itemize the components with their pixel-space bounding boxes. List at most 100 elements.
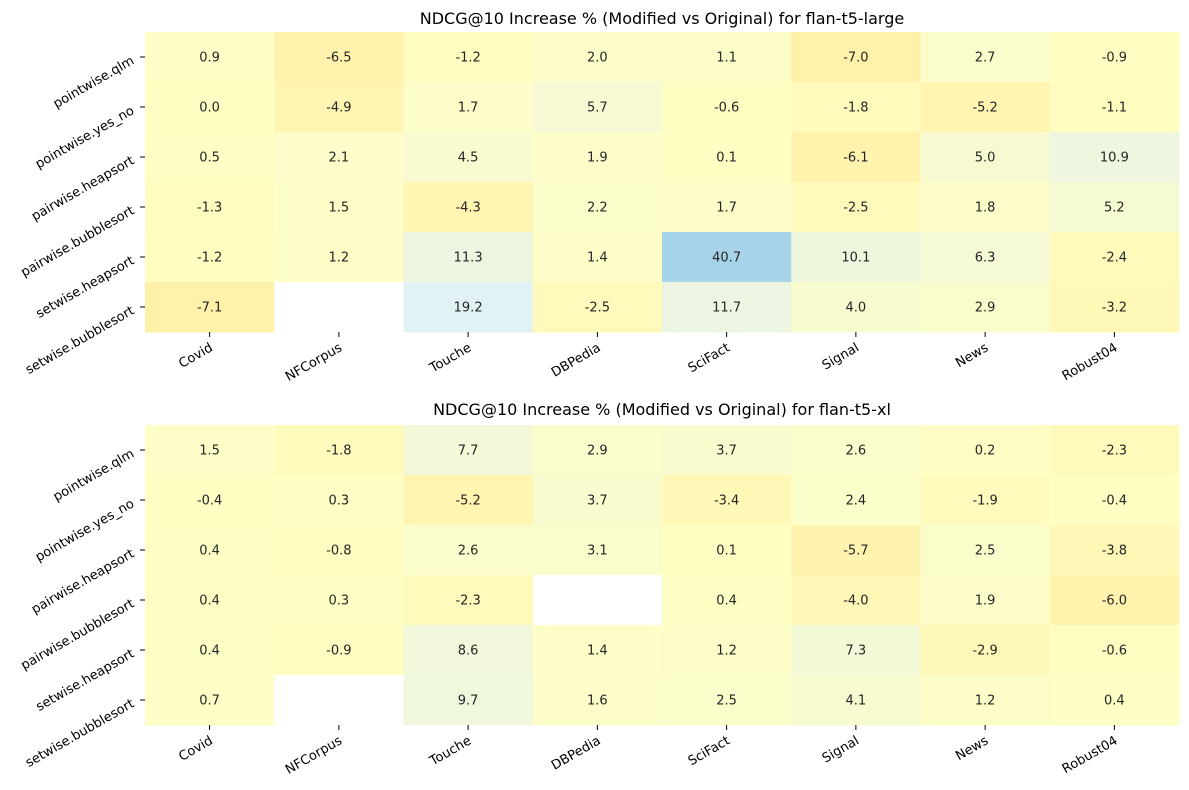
cell-value-label: -1.2 (455, 51, 480, 66)
cell-value-label: 1.9 (587, 151, 608, 166)
cell-value-label: 1.2 (329, 251, 350, 266)
heatmap-cell (920, 575, 1051, 626)
cell-value-label: -0.4 (197, 494, 222, 509)
heatmap-cell (920, 182, 1051, 233)
heatmap-cell (403, 232, 534, 283)
cell-value-label: -0.6 (714, 101, 739, 116)
cell-value-label: -2.3 (1102, 444, 1127, 459)
heatmap-cell (662, 525, 792, 576)
heatmap-cell (1049, 82, 1180, 133)
cell-value-label: -5.7 (843, 544, 868, 559)
heatmap-cell (145, 132, 275, 183)
heatmap-cell (145, 182, 275, 233)
heatmap-cell (145, 32, 275, 83)
cell-value-label: 2.9 (975, 301, 996, 316)
cell-value-label: 0.4 (1104, 694, 1125, 709)
cell-value-label: 11.7 (712, 301, 741, 316)
heatmap-cell (662, 182, 792, 233)
heatmap-cell (532, 232, 663, 283)
heatmap-cell (920, 625, 1051, 676)
cell-value-label: 10.1 (841, 251, 870, 266)
cell-value-label: 5.0 (975, 151, 996, 166)
heatmap-cell-empty (532, 575, 663, 626)
heatmap-cell (532, 425, 663, 476)
cell-value-label: 4.1 (846, 694, 867, 709)
heatmap-cell (662, 282, 792, 333)
heatmap-cell (274, 82, 404, 133)
heatmap-cell (662, 575, 792, 626)
heatmap-cell (145, 525, 275, 576)
heatmap-cell (532, 475, 663, 526)
heatmap-cell (920, 425, 1051, 476)
heatmap-cell (403, 82, 534, 133)
cell-value-label: 6.3 (975, 251, 996, 266)
heatmap-cell (920, 32, 1051, 83)
cell-value-label: -0.8 (326, 544, 351, 559)
heatmap-cell (791, 182, 921, 233)
heatmap-cell (403, 32, 534, 83)
heatmap-cell (274, 475, 404, 526)
cell-value-label: -2.9 (972, 644, 997, 659)
heatmap-cell (920, 132, 1051, 183)
cell-value-label: -6.5 (326, 51, 351, 66)
cell-value-label: 0.2 (975, 444, 996, 459)
heatmap-cell (532, 625, 663, 676)
heatmap-cell (403, 675, 534, 726)
cell-value-label: -1.8 (843, 101, 868, 116)
cell-value-label: -0.4 (1102, 494, 1127, 509)
cell-value-label: -1.1 (1102, 101, 1127, 116)
cell-value-label: 9.7 (458, 694, 479, 709)
cell-value-label: 0.4 (716, 594, 737, 609)
heatmap-cells: 1.5 -1.8 7.7 2.9 3.7 2.6 0.2 -2.3 -0.4 0.3 -5.2 3.7… (145, 425, 1180, 726)
heatmap-cell (662, 425, 792, 476)
cell-value-label: 2.5 (975, 544, 996, 559)
cell-value-label: -4.0 (843, 594, 868, 609)
heatmap-cell (920, 675, 1051, 726)
heatmap-cell (662, 132, 792, 183)
heatmap-cell (532, 82, 663, 133)
heatmap-cell (1049, 132, 1180, 183)
heatmap-cell (791, 132, 921, 183)
heatmap-cell (791, 625, 921, 676)
cell-value-label: -0.6 (1102, 644, 1127, 659)
cell-value-label: 1.9 (975, 594, 996, 609)
heatmap-cell (274, 575, 404, 626)
cell-value-label: -0.9 (326, 644, 351, 659)
cell-value-label: 40.7 (712, 251, 741, 266)
heatmap-cells: 0.9 -6.5 -1.2 2.0 1.1 -7.0 2.7 -0.9 0.0 -4.9 1.7 5.… (145, 32, 1180, 333)
cell-value-label: 7.3 (846, 644, 867, 659)
heatmap-cell (145, 675, 275, 726)
heatmap-cell (920, 525, 1051, 576)
cell-value-label: 0.1 (716, 544, 737, 559)
heatmap-cell (1049, 425, 1180, 476)
cell-value-label: 2.6 (458, 544, 479, 559)
cell-value-label: -2.3 (455, 594, 480, 609)
heatmap-cell (920, 282, 1051, 333)
heatmap-cell (274, 425, 404, 476)
heatmap-cell (403, 475, 534, 526)
heatmap-cell (662, 232, 792, 283)
heatmap-cell (532, 525, 663, 576)
cell-value-label: -0.9 (1102, 51, 1127, 66)
cell-value-label: 1.7 (458, 101, 479, 116)
chart-title: NDCG@10 Increase % (Modified vs Original… (433, 400, 891, 419)
heatmap-cell (791, 82, 921, 133)
heatmap-cell (274, 625, 404, 676)
cell-value-label: 1.6 (587, 694, 608, 709)
heatmap-cell (403, 625, 534, 676)
heatmap-cell (662, 475, 792, 526)
cell-value-label: 4.0 (846, 301, 867, 316)
cell-value-label: -5.2 (455, 494, 480, 509)
cell-value-label: -4.9 (326, 101, 351, 116)
cell-value-label: 11.3 (454, 251, 483, 266)
heatmap-cell (1049, 32, 1180, 83)
cell-value-label: -7.0 (843, 51, 868, 66)
cell-value-label: 2.6 (846, 444, 867, 459)
heatmap-cell (274, 182, 404, 233)
cell-value-label: -5.2 (972, 101, 997, 116)
heatmap-cell (662, 82, 792, 133)
heatmap-cell (145, 625, 275, 676)
cell-value-label: 1.2 (975, 694, 996, 709)
cell-value-label: 2.4 (846, 494, 867, 509)
